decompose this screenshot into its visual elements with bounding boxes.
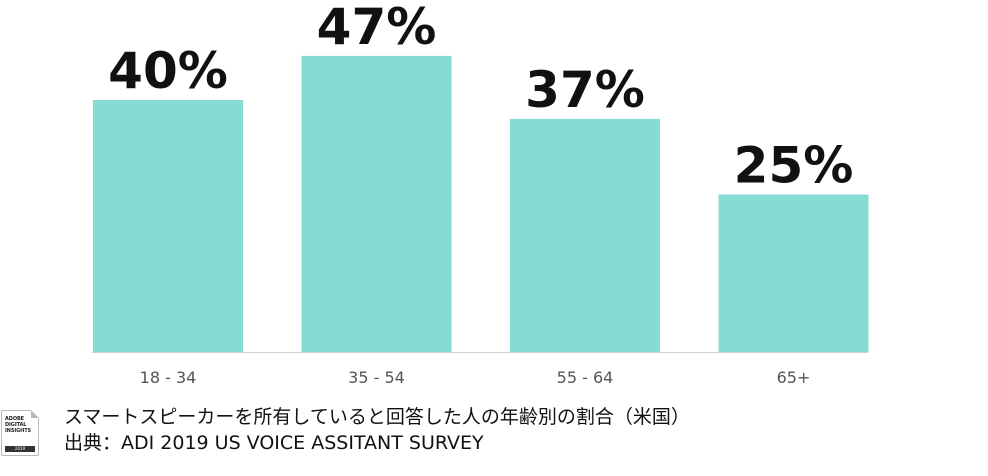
bar-2	[510, 118, 660, 353]
badge-text: ADOBE DIGITAL INSIGHTS	[5, 416, 32, 434]
caption-line-2: 出典：ADI 2019 US VOICE ASSITANT SURVEY	[64, 432, 484, 454]
bar-chart: 40% 18 - 34 47% 35 - 54 37% 55 - 64 25% 65+	[92, 0, 869, 387]
chart-caption: スマートスピーカーを所有していると回答した人の年齢別の割合（米国） 出典：ADI…	[64, 404, 690, 456]
x-tick-label-2: 55 - 64	[557, 368, 614, 387]
bar-1	[301, 55, 452, 353]
chart-footer: ADOBE DIGITAL INSIGHTS 2019 スマートスピーカーを所有…	[0, 404, 988, 476]
badge-fold	[31, 410, 39, 418]
x-tick-label-0: 18 - 34	[140, 368, 197, 387]
x-tick-label-3: 65+	[777, 368, 811, 387]
adobe-digital-insights-logo-icon: ADOBE DIGITAL INSIGHTS 2019	[1, 410, 39, 456]
bar-3	[718, 194, 869, 352]
badge-document: ADOBE DIGITAL INSIGHTS 2019	[1, 410, 39, 456]
data-label-3: 25%	[734, 137, 854, 195]
data-label-1: 47%	[317, 0, 437, 56]
bar-0	[93, 100, 243, 352]
data-label-2: 37%	[525, 61, 645, 119]
data-label-0: 40%	[108, 42, 228, 100]
badge-year: 2019	[5, 446, 35, 452]
caption-line-1: スマートスピーカーを所有していると回答した人の年齢別の割合（米国）	[64, 406, 690, 428]
x-tick-label-1: 35 - 54	[348, 368, 405, 387]
